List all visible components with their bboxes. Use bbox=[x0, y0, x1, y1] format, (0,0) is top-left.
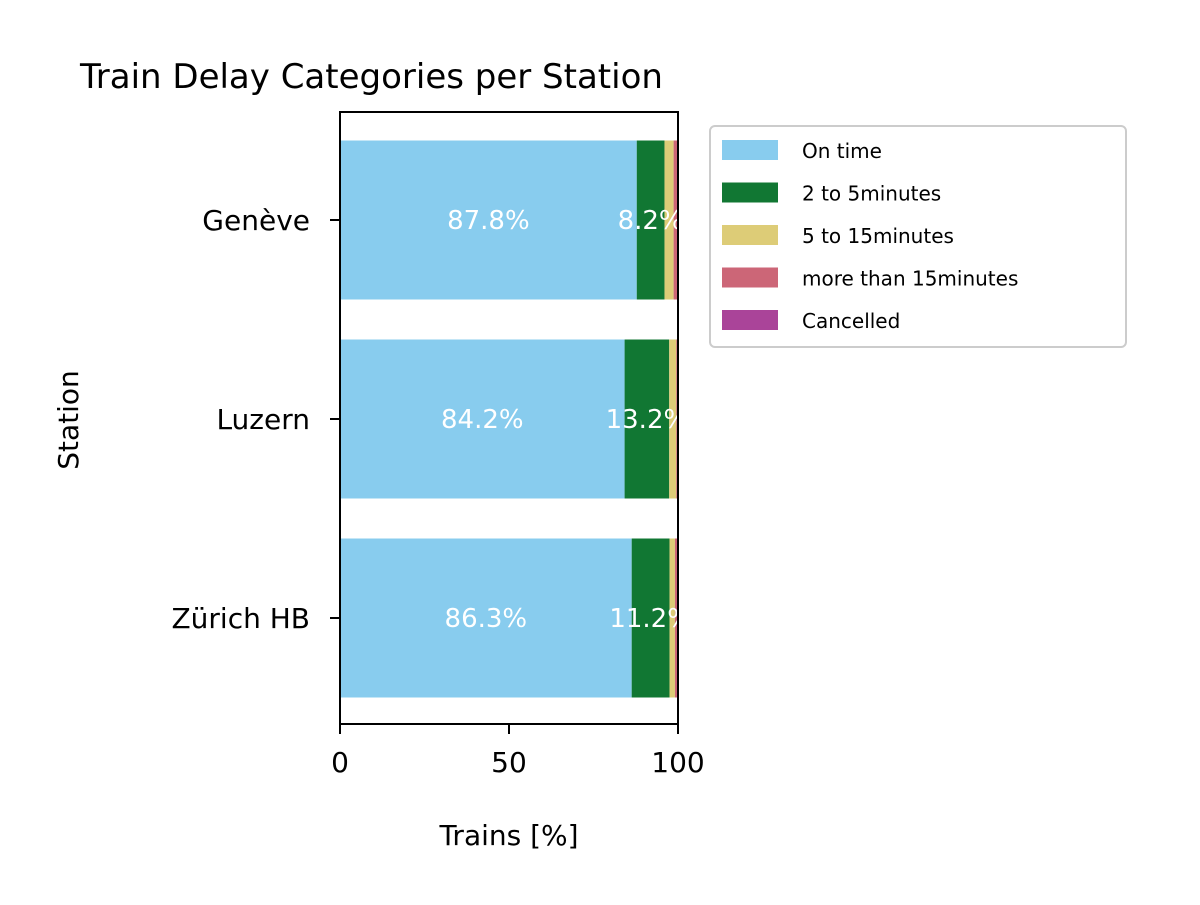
legend-swatch bbox=[722, 225, 778, 245]
bar-value-label: 13.2% bbox=[606, 405, 689, 435]
x-axis-label: Trains [%] bbox=[438, 819, 578, 852]
x-axis: 0 50 100 bbox=[331, 724, 705, 779]
legend-swatch bbox=[722, 140, 778, 160]
bar-value-label: 84.2% bbox=[441, 405, 524, 435]
legend-entry-label: 2 to 5minutes bbox=[802, 182, 941, 206]
y-tick-label: Genève bbox=[202, 204, 310, 237]
legend-entry-label: 5 to 15minutes bbox=[802, 224, 954, 248]
y-tick-label: Luzern bbox=[216, 403, 310, 436]
chart-title: Train Delay Categories per Station bbox=[79, 57, 663, 97]
bar-value-label: 87.8% bbox=[447, 206, 530, 236]
legend-swatch bbox=[722, 268, 778, 288]
legend: On time 2 to 5minutes 5 to 15minutes more t… bbox=[710, 126, 1126, 347]
legend-swatch bbox=[722, 183, 778, 203]
legend-swatch bbox=[722, 310, 778, 330]
bar-value-label: 86.3% bbox=[445, 604, 528, 634]
y-axis: Genève Luzern Zürich HB bbox=[171, 204, 340, 635]
legend-entry-label: Cancelled bbox=[802, 309, 900, 333]
bar-value-label: 11.2% bbox=[609, 604, 692, 634]
legend-entry-label: On time bbox=[802, 139, 882, 163]
bar-value-label: 8.2% bbox=[618, 206, 684, 236]
legend-entry-label: more than 15minutes bbox=[802, 267, 1018, 291]
x-tick-label: 0 bbox=[331, 746, 349, 779]
y-axis-label: Station bbox=[52, 370, 85, 470]
x-tick-label: 50 bbox=[491, 746, 527, 779]
y-tick-label: Zürich HB bbox=[171, 602, 310, 635]
x-tick-label: 100 bbox=[651, 746, 704, 779]
